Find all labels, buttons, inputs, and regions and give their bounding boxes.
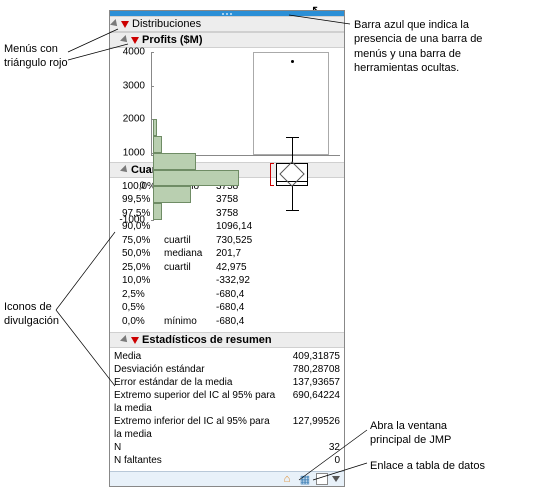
y-tick-label: 3000 bbox=[123, 80, 145, 91]
y-tick-label: 2000 bbox=[123, 114, 145, 125]
annotation-blue-bar: Barra azul que indica la presencia de un… bbox=[354, 18, 482, 75]
histogram-bar bbox=[153, 186, 191, 203]
y-tick-label: -1000 bbox=[119, 215, 145, 226]
quantile-row: 0,5%-680,4 bbox=[122, 301, 340, 315]
histogram-bar bbox=[153, 153, 196, 170]
histogram bbox=[153, 52, 243, 154]
annotation-data-link: Enlace a tabla de datos bbox=[370, 459, 485, 473]
y-tick-label: 4000 bbox=[123, 47, 145, 58]
annotation-red-menu: Menús con triángulo rojo bbox=[4, 42, 68, 71]
red-triangle-menu-icon[interactable] bbox=[131, 37, 139, 44]
status-bar: ⌂ ▦ bbox=[110, 471, 344, 486]
disclosure-icon[interactable] bbox=[110, 19, 120, 29]
summary-row: Extremo inferior del IC al 95% para la m… bbox=[114, 415, 340, 441]
boxplot bbox=[253, 52, 329, 154]
quantile-row: 90,0%1096,14 bbox=[122, 220, 340, 234]
summary-row: N faltantes0 bbox=[114, 454, 340, 467]
histogram-bar bbox=[153, 119, 157, 136]
summary-row: Media409,31875 bbox=[114, 350, 340, 363]
summary-row: N32 bbox=[114, 441, 340, 454]
quantile-row: 50,0%mediana201,7 bbox=[122, 247, 340, 261]
quantiles-table: 100,0%máximo375899,5%375897,5%375890,0%1… bbox=[110, 178, 344, 333]
jmp-window: Distribuciones Profits ($M) 4000 3000 2000… bbox=[109, 10, 345, 487]
histogram-bar bbox=[153, 136, 162, 153]
summary-row: Desviación estándar780,28708 bbox=[114, 363, 340, 376]
data-table-link-icon[interactable]: ▦ bbox=[298, 472, 312, 486]
jmp-home-icon[interactable]: ⌂ bbox=[280, 472, 294, 486]
summary-row: Extremo superior del IC al 95% para la m… bbox=[114, 389, 340, 415]
y-axis: 40003000200010000-1000 bbox=[122, 52, 152, 155]
chart-area: 40003000200010000-1000 bbox=[110, 48, 344, 161]
quantile-row: 10,0%-332,92 bbox=[122, 274, 340, 288]
y-tick-label: 1000 bbox=[123, 147, 145, 158]
disclosure-icon[interactable] bbox=[120, 35, 130, 45]
section-header-distribuciones[interactable]: Distribuciones bbox=[110, 16, 344, 32]
section-header-estadisticos[interactable]: Estadísticos de resumen bbox=[110, 332, 344, 348]
annotation-disclosure: Iconos de divulgación bbox=[4, 300, 59, 329]
quantile-row: 25,0%cuartil42,975 bbox=[122, 261, 340, 275]
histogram-bar bbox=[153, 170, 239, 187]
quantile-row: 0,0%mínimo-680,4 bbox=[122, 315, 340, 329]
disclosure-icon[interactable] bbox=[120, 165, 130, 175]
quantile-row: 2,5%-680,4 bbox=[122, 288, 340, 302]
section-title: Estadísticos de resumen bbox=[142, 334, 272, 346]
summary-table: Media409,31875Desviación estándar780,287… bbox=[110, 348, 344, 471]
dropdown-icon[interactable] bbox=[332, 476, 340, 482]
summary-row: Error estándar de la media137,93657 bbox=[114, 376, 340, 389]
section-header-profits[interactable]: Profits ($M) bbox=[110, 32, 344, 48]
red-triangle-menu-icon[interactable] bbox=[121, 21, 129, 28]
red-triangle-menu-icon[interactable] bbox=[131, 337, 139, 344]
disclosure-icon[interactable] bbox=[120, 335, 130, 345]
y-tick-label: 0 bbox=[139, 181, 145, 192]
section-title: Distribuciones bbox=[132, 18, 201, 30]
histogram-bar bbox=[153, 203, 162, 220]
quantile-row: 75,0%cuartil730,525 bbox=[122, 234, 340, 248]
section-title: Profits ($M) bbox=[142, 34, 203, 46]
annotation-jmp-home: Abra la ventana principal de JMP bbox=[370, 419, 451, 448]
outlier-point bbox=[291, 60, 294, 63]
checkbox-icon[interactable] bbox=[316, 473, 328, 485]
